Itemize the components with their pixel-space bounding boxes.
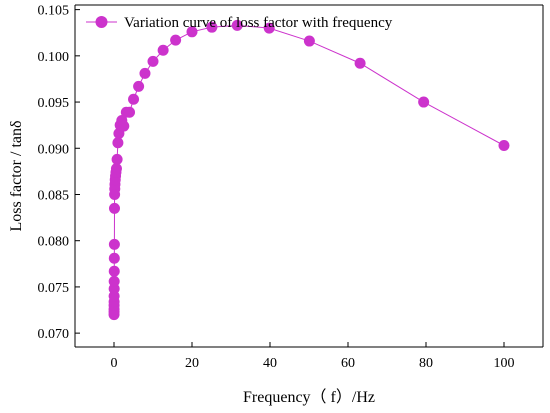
data-point [108, 202, 120, 214]
data-point [112, 137, 124, 149]
y-tick-label: 0.095 [38, 96, 70, 111]
legend-label: Variation curve of loss factor with freq… [124, 15, 393, 31]
data-point [118, 120, 130, 132]
data-point [157, 44, 169, 56]
data-point [108, 265, 120, 277]
plot-frame [74, 4, 544, 348]
data-point [108, 238, 120, 250]
y-tick-label: 0.080 [38, 235, 70, 250]
y-tick-label: 0.100 [38, 50, 70, 65]
x-ticks: 0 20 40 60 80 100 [111, 342, 515, 371]
data-point [110, 163, 122, 175]
y-tick-label: 0.105 [38, 4, 70, 19]
y-tick-label: 0.070 [38, 327, 70, 342]
y-ticks: 0.070 0.075 0.080 0.085 0.090 0.095 0.100 0.105 [38, 4, 80, 342]
data-point [231, 19, 243, 31]
x-tick-label: 60 [341, 356, 355, 371]
x-tick-label: 80 [419, 356, 433, 371]
series-layer [108, 19, 510, 321]
data-point [170, 34, 182, 46]
data-point [128, 93, 140, 105]
x-tick-label: 20 [185, 356, 199, 371]
y-tick-label: 0.075 [38, 281, 70, 296]
data-point [418, 96, 430, 108]
x-tick-label: 40 [263, 356, 277, 371]
data-point [186, 26, 198, 38]
data-point [498, 140, 510, 151]
data-point [108, 252, 120, 264]
data-point [263, 22, 275, 34]
data-point [139, 67, 151, 79]
series-line [113, 24, 505, 315]
data-point [111, 153, 123, 165]
x-tick-label: 100 [494, 356, 515, 371]
data-point [124, 106, 136, 118]
x-tick-label: 0 [111, 356, 118, 371]
x-axis-title: Frequency（ f）/Hz [243, 388, 375, 406]
data-point [147, 55, 159, 67]
legend-marker [95, 16, 108, 28]
data-point [303, 35, 315, 47]
data-point [354, 57, 366, 69]
y-tick-label: 0.085 [38, 188, 70, 203]
legend: Variation curve of loss factor with freq… [86, 15, 393, 31]
data-point [133, 80, 145, 92]
y-tick-label: 0.090 [38, 142, 70, 157]
data-point [206, 21, 218, 33]
data-point [108, 275, 120, 287]
y-axis-title: Loss factor / tanδ [8, 120, 25, 231]
